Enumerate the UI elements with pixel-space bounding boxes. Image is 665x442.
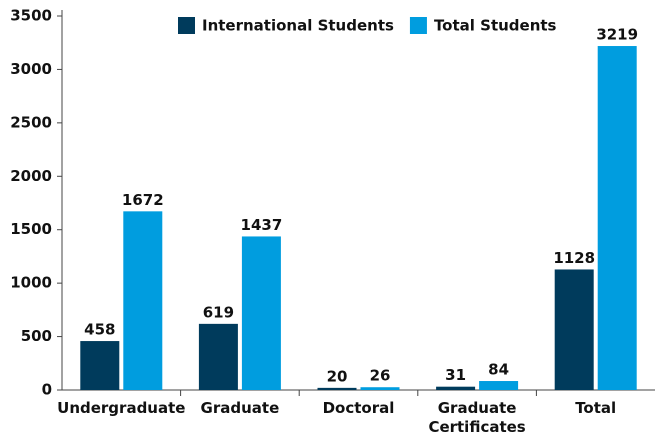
y-tick-label: 1500 (10, 220, 52, 238)
x-tick-label: Undergraduate (57, 399, 186, 417)
y-tick-label: 1000 (10, 274, 52, 292)
legend-swatch (178, 17, 195, 34)
x-tick-label: Total (575, 399, 617, 417)
value-label: 3219 (596, 26, 638, 44)
y-tick-label: 2500 (10, 113, 52, 131)
bar (123, 211, 163, 390)
value-label: 26 (370, 367, 391, 385)
y-tick-label: 500 (21, 327, 52, 345)
value-label: 1128 (553, 249, 595, 267)
bar (317, 387, 357, 390)
bar (597, 46, 637, 390)
legend-label: Total Students (434, 17, 557, 35)
bar (554, 269, 594, 390)
y-tick-label: 0 (42, 381, 52, 399)
y-tick-label: 2000 (10, 167, 52, 185)
x-tick-label: Graduate (200, 399, 280, 417)
x-tick-label: Doctoral (322, 399, 395, 417)
bar (479, 381, 519, 390)
value-label: 619 (203, 303, 234, 321)
value-label: 1672 (122, 191, 164, 209)
y-tick-label: 3000 (10, 60, 52, 78)
legend-label: International Students (202, 17, 394, 35)
value-label: 84 (488, 361, 509, 379)
y-tick-label: 3500 (10, 7, 52, 25)
value-label: 458 (84, 321, 115, 339)
legend-swatch (409, 17, 427, 34)
bar (360, 387, 400, 390)
value-label: 1437 (241, 216, 283, 234)
value-label: 31 (445, 366, 466, 384)
value-label: 20 (327, 367, 348, 385)
bar (80, 341, 120, 390)
bar (198, 323, 238, 390)
bar (436, 386, 476, 390)
x-tick-label: Graduate Certificates (428, 399, 526, 436)
bar (241, 236, 281, 390)
